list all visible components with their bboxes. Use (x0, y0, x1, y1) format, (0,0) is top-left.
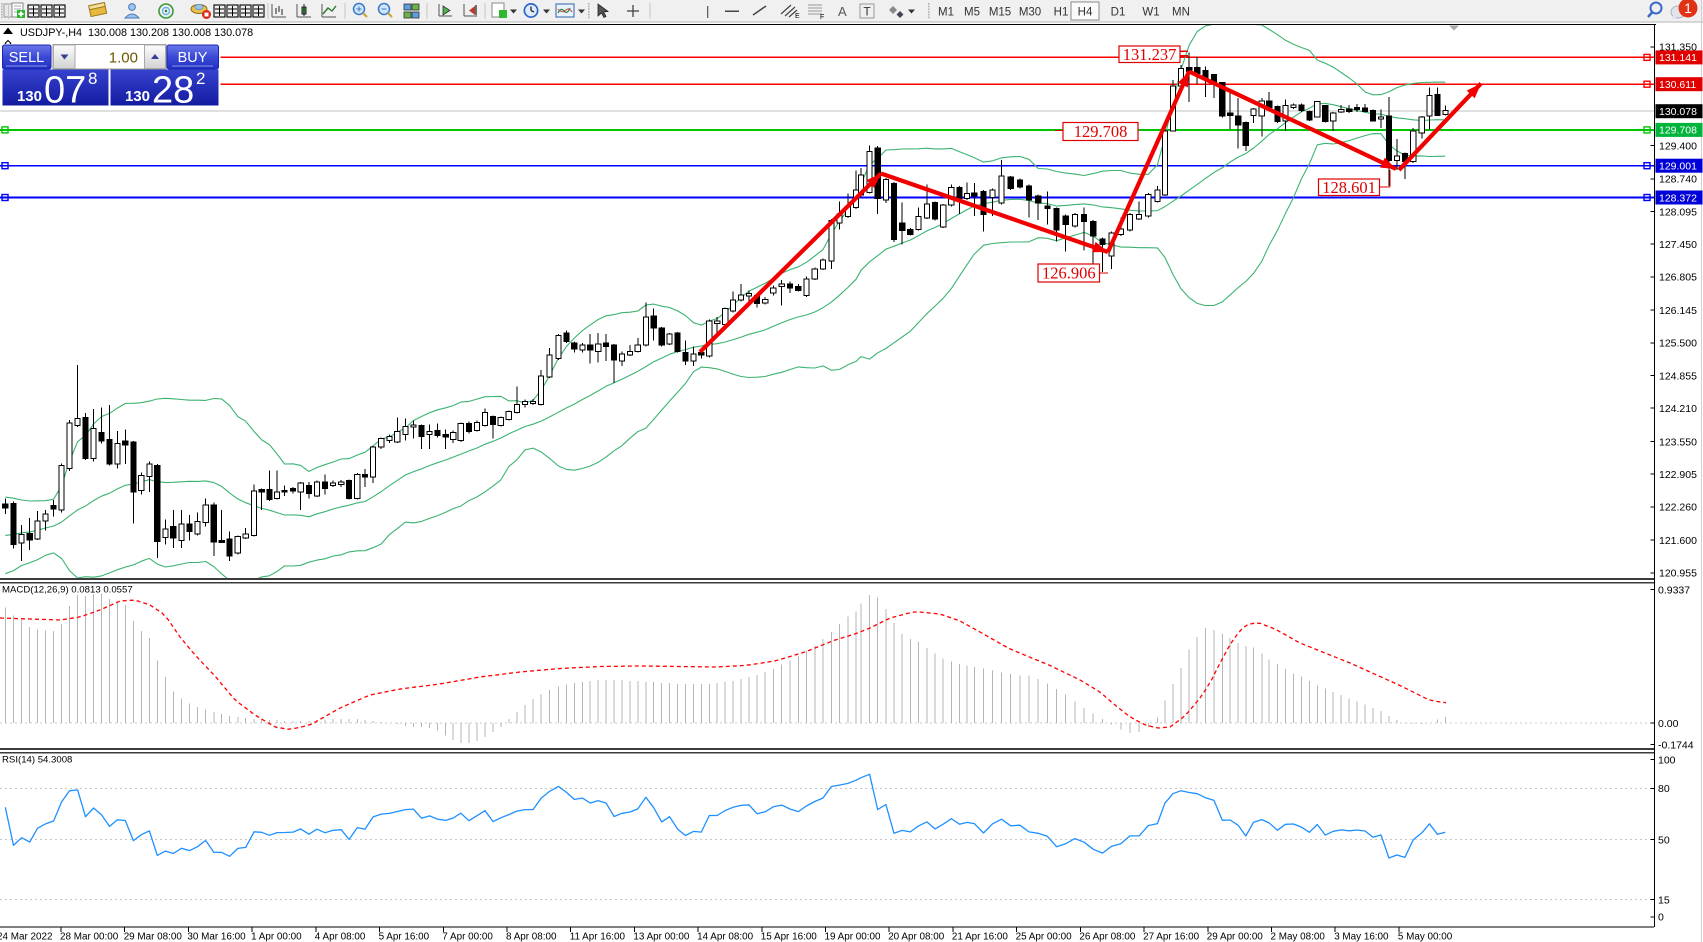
svg-text:H4: H4 (1078, 7, 1093, 19)
svg-text:50: 50 (1658, 835, 1670, 847)
svg-text:122.260: 122.260 (1659, 502, 1697, 514)
svg-text:SELL: SELL (9, 50, 44, 66)
svg-text:8: 8 (88, 69, 97, 88)
svg-text:124.210: 124.210 (1659, 403, 1697, 415)
svg-text:29 Mar 08:00: 29 Mar 08:00 (124, 932, 183, 942)
svg-text:124.855: 124.855 (1659, 370, 1697, 382)
svg-text:28: 28 (152, 70, 194, 112)
svg-text:126.145: 126.145 (1659, 305, 1697, 317)
svg-text:15: 15 (1658, 894, 1670, 906)
svg-text:21 Apr 16:00: 21 Apr 16:00 (952, 932, 1009, 942)
svg-text:0.00: 0.00 (1658, 718, 1679, 730)
svg-text:USDJPY-,H4 130.008 130.208 13: USDJPY-,H4 130.008 130.208 130.008 130.0… (20, 27, 253, 39)
svg-text:29 Apr 00:00: 29 Apr 00:00 (1207, 932, 1264, 942)
svg-text:2 May 08:00: 2 May 08:00 (1271, 932, 1326, 942)
svg-text:27 Apr 16:00: 27 Apr 16:00 (1143, 932, 1200, 942)
svg-text:128.372: 128.372 (1659, 192, 1697, 204)
svg-text:14 Apr 08:00: 14 Apr 08:00 (697, 932, 754, 942)
svg-text:130.078: 130.078 (1659, 106, 1697, 118)
svg-text:BUY: BUY (178, 50, 208, 66)
svg-text:130: 130 (125, 88, 150, 105)
svg-text:M5: M5 (964, 7, 980, 19)
svg-text:F: F (820, 14, 824, 21)
svg-text:121.600: 121.600 (1659, 535, 1697, 547)
svg-text:24 Mar 2022: 24 Mar 2022 (0, 932, 52, 942)
svg-text:129.708: 129.708 (1659, 125, 1697, 137)
svg-text:RSI(14) 54.3008: RSI(14) 54.3008 (2, 755, 72, 766)
svg-text:20 Apr 08:00: 20 Apr 08:00 (888, 932, 945, 942)
svg-text:126.906: 126.906 (1042, 264, 1096, 283)
svg-text:E: E (795, 13, 800, 20)
svg-text:131.141: 131.141 (1659, 52, 1697, 64)
svg-text:1: 1 (1684, 0, 1692, 16)
svg-text:0.9337: 0.9337 (1658, 584, 1690, 596)
svg-text:8 Apr 08:00: 8 Apr 08:00 (506, 932, 557, 942)
svg-text:127.450: 127.450 (1659, 239, 1697, 251)
svg-text:13 Apr 00:00: 13 Apr 00:00 (633, 932, 690, 942)
svg-text:T: T (863, 5, 871, 19)
svg-text:W1: W1 (1142, 7, 1159, 19)
svg-text:5 Apr 16:00: 5 Apr 16:00 (379, 932, 430, 942)
svg-text:131.237: 131.237 (1123, 45, 1177, 64)
svg-text:1 Apr 00:00: 1 Apr 00:00 (251, 932, 302, 942)
svg-text:130: 130 (17, 88, 42, 105)
svg-text:126.805: 126.805 (1659, 272, 1697, 284)
svg-text:7 Apr 00:00: 7 Apr 00:00 (442, 932, 493, 942)
svg-text:128.740: 128.740 (1659, 174, 1697, 186)
svg-text:129.001: 129.001 (1659, 161, 1697, 173)
svg-text:100: 100 (1658, 755, 1676, 767)
svg-text:|: | (706, 4, 709, 19)
svg-text:M15: M15 (989, 7, 1011, 19)
svg-text:3 May 16:00: 3 May 16:00 (1334, 932, 1389, 942)
svg-text:130.611: 130.611 (1659, 79, 1696, 91)
svg-text:5 May 00:00: 5 May 00:00 (1398, 932, 1453, 942)
svg-text:122.905: 122.905 (1659, 469, 1697, 481)
svg-text:M30: M30 (1019, 7, 1041, 19)
svg-text:H1: H1 (1054, 7, 1069, 19)
svg-text:129.708: 129.708 (1074, 122, 1128, 141)
svg-text:128.601: 128.601 (1322, 178, 1376, 197)
svg-text:D1: D1 (1111, 7, 1126, 19)
svg-text:07: 07 (44, 70, 86, 112)
svg-text:11 Apr 16:00: 11 Apr 16:00 (570, 932, 626, 942)
svg-text:15 Apr 16:00: 15 Apr 16:00 (761, 932, 818, 942)
svg-text:1.00: 1.00 (109, 50, 138, 67)
svg-text:19 Apr 00:00: 19 Apr 00:00 (825, 932, 882, 942)
svg-text:120.955: 120.955 (1659, 568, 1697, 580)
svg-text:123.550: 123.550 (1659, 436, 1697, 448)
svg-text:4 Apr 08:00: 4 Apr 08:00 (315, 932, 366, 942)
svg-text:28 Mar 00:00: 28 Mar 00:00 (60, 932, 119, 942)
svg-text:128.095: 128.095 (1659, 206, 1697, 218)
svg-text:129.400: 129.400 (1659, 140, 1697, 152)
svg-text:A: A (838, 4, 847, 19)
svg-text:2: 2 (196, 69, 205, 88)
svg-text:MN: MN (1172, 7, 1190, 19)
svg-text:80: 80 (1658, 783, 1670, 795)
svg-text:26 Apr 08:00: 26 Apr 08:00 (1079, 932, 1136, 942)
svg-text:0: 0 (1658, 912, 1664, 924)
svg-text:30 Mar 16:00: 30 Mar 16:00 (187, 932, 246, 942)
svg-text:125.500: 125.500 (1659, 338, 1697, 350)
svg-text:-0.1744: -0.1744 (1658, 739, 1694, 751)
svg-text:MACD(12,26,9) 0.0813 0.0557: MACD(12,26,9) 0.0813 0.0557 (2, 585, 133, 596)
svg-text:M1: M1 (938, 7, 954, 19)
svg-text:25 Apr 00:00: 25 Apr 00:00 (1016, 932, 1073, 942)
